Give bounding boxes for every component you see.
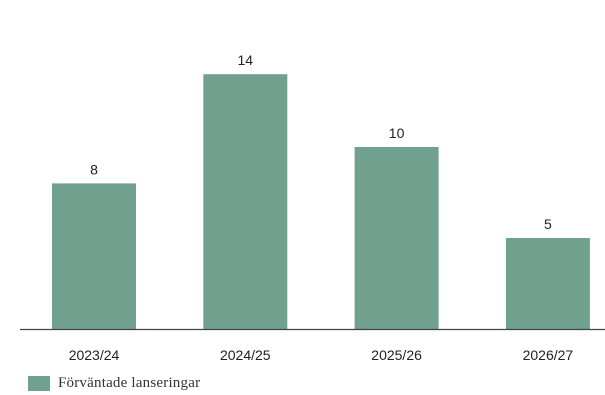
value-label-2023-24: 8 [90,161,98,177]
bar-2024-25 [203,74,288,329]
bar-2026-27 [505,238,590,329]
bar-chart: 8 14 10 5 2023/24 2024/25 2025/26 2026/27 [20,52,605,363]
bar-2023-24 [52,183,136,329]
legend: Förväntade lanseringar [28,375,200,392]
value-label-2025-26: 10 [389,125,405,141]
x-tick-label-2024-25: 2024/25 [220,347,271,363]
value-label-2024-25: 14 [238,52,254,68]
legend-label: Förväntade lanseringar [58,375,201,391]
x-tick-labels-group: 2023/24 2024/25 2025/26 2026/27 [69,347,574,363]
x-tick-label-2026-27: 2026/27 [523,347,574,363]
x-tick-label-2025-26: 2025/26 [371,347,422,363]
legend-swatch [28,376,50,391]
bars-group [52,74,590,329]
bar-2025-26 [354,147,439,329]
value-labels-group: 8 14 10 5 [90,52,552,232]
x-tick-label-2023-24: 2023/24 [69,347,120,363]
value-label-2026-27: 5 [544,216,552,232]
